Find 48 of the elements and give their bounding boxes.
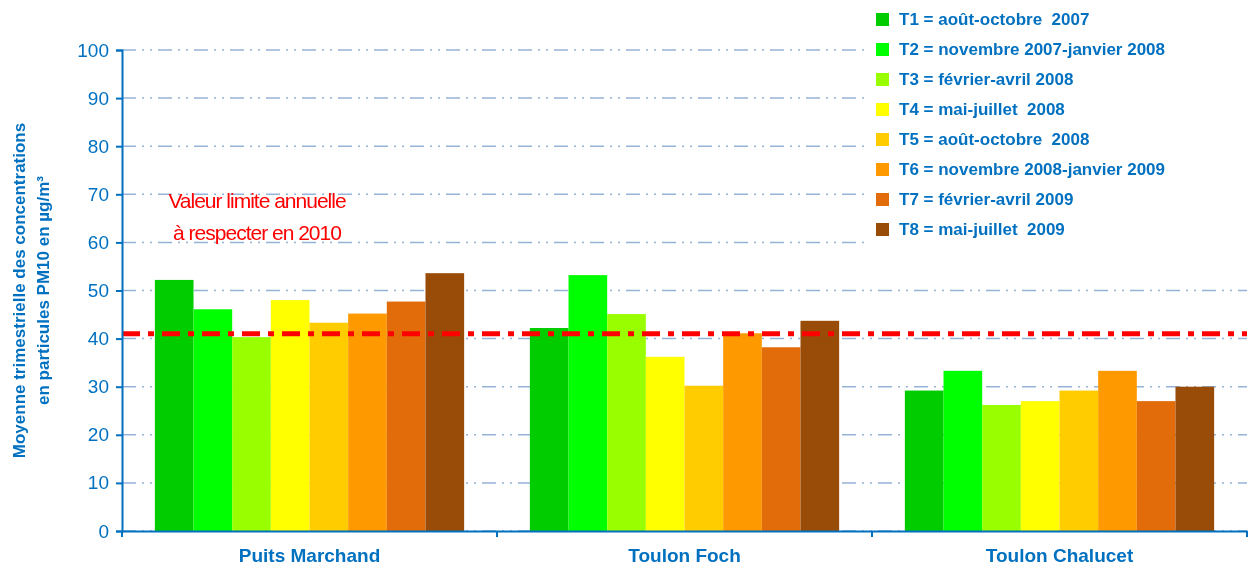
y-tick-label: 70 xyxy=(87,183,109,205)
bar xyxy=(193,309,233,531)
bar xyxy=(1020,401,1060,531)
bar xyxy=(348,313,387,531)
bar xyxy=(943,370,983,531)
y-tick-label: 90 xyxy=(87,87,109,109)
legend-label: T5 = août-octobre 2008 xyxy=(899,130,1090,149)
bar xyxy=(309,322,349,531)
bar xyxy=(270,300,310,531)
bar xyxy=(1136,401,1176,531)
x-tick-label: Toulon Chalucet xyxy=(985,545,1134,566)
y-tick-label: 40 xyxy=(87,328,109,350)
y-tick-label: 60 xyxy=(87,231,109,253)
y-tick-label: 20 xyxy=(87,424,109,446)
bar xyxy=(645,356,685,531)
bar xyxy=(1098,370,1137,531)
bar xyxy=(800,320,840,531)
bar xyxy=(982,404,1021,531)
y-axis-title: Moyenne trimestrielle des concentrations en particules PM10 en µg/m³ xyxy=(10,122,53,459)
bar xyxy=(154,279,194,531)
bar xyxy=(529,328,569,531)
bar xyxy=(723,333,762,531)
legend-label: T2 = novembre 2007-janvier 2008 xyxy=(899,40,1166,59)
bar xyxy=(386,301,426,531)
legend-label: T6 = novembre 2008-janvier 2009 xyxy=(899,160,1166,179)
y-tick-label: 50 xyxy=(87,280,109,302)
bar xyxy=(568,275,608,531)
bar xyxy=(684,385,724,531)
bar xyxy=(761,347,801,531)
bar xyxy=(904,390,944,531)
bar xyxy=(607,314,646,531)
bar xyxy=(232,337,271,531)
ref-line-label: Valeur limite annuelle à respecter en 2010 xyxy=(168,189,346,244)
y-tick-label: 30 xyxy=(87,376,109,398)
legend-label: T7 = février-avril 2009 xyxy=(899,190,1074,209)
bar xyxy=(1175,386,1215,531)
bar xyxy=(425,273,465,531)
bar xyxy=(1059,390,1099,531)
legend-label: T8 = mai-juillet 2009 xyxy=(899,220,1065,239)
y-tick-label: 0 xyxy=(98,520,109,542)
y-tick-label: 100 xyxy=(77,39,109,61)
y-tick-label: 80 xyxy=(87,135,109,157)
legend-label: T3 = février-avril 2008 xyxy=(899,70,1074,89)
legend-label: T1 = août-octobre 2007 xyxy=(899,10,1090,29)
x-tick-label: Puits Marchand xyxy=(238,545,381,566)
y-tick-label: 10 xyxy=(87,472,109,494)
legend-label: T4 = mai-juillet 2008 xyxy=(899,100,1065,119)
x-tick-label: Toulon Foch xyxy=(628,545,741,566)
